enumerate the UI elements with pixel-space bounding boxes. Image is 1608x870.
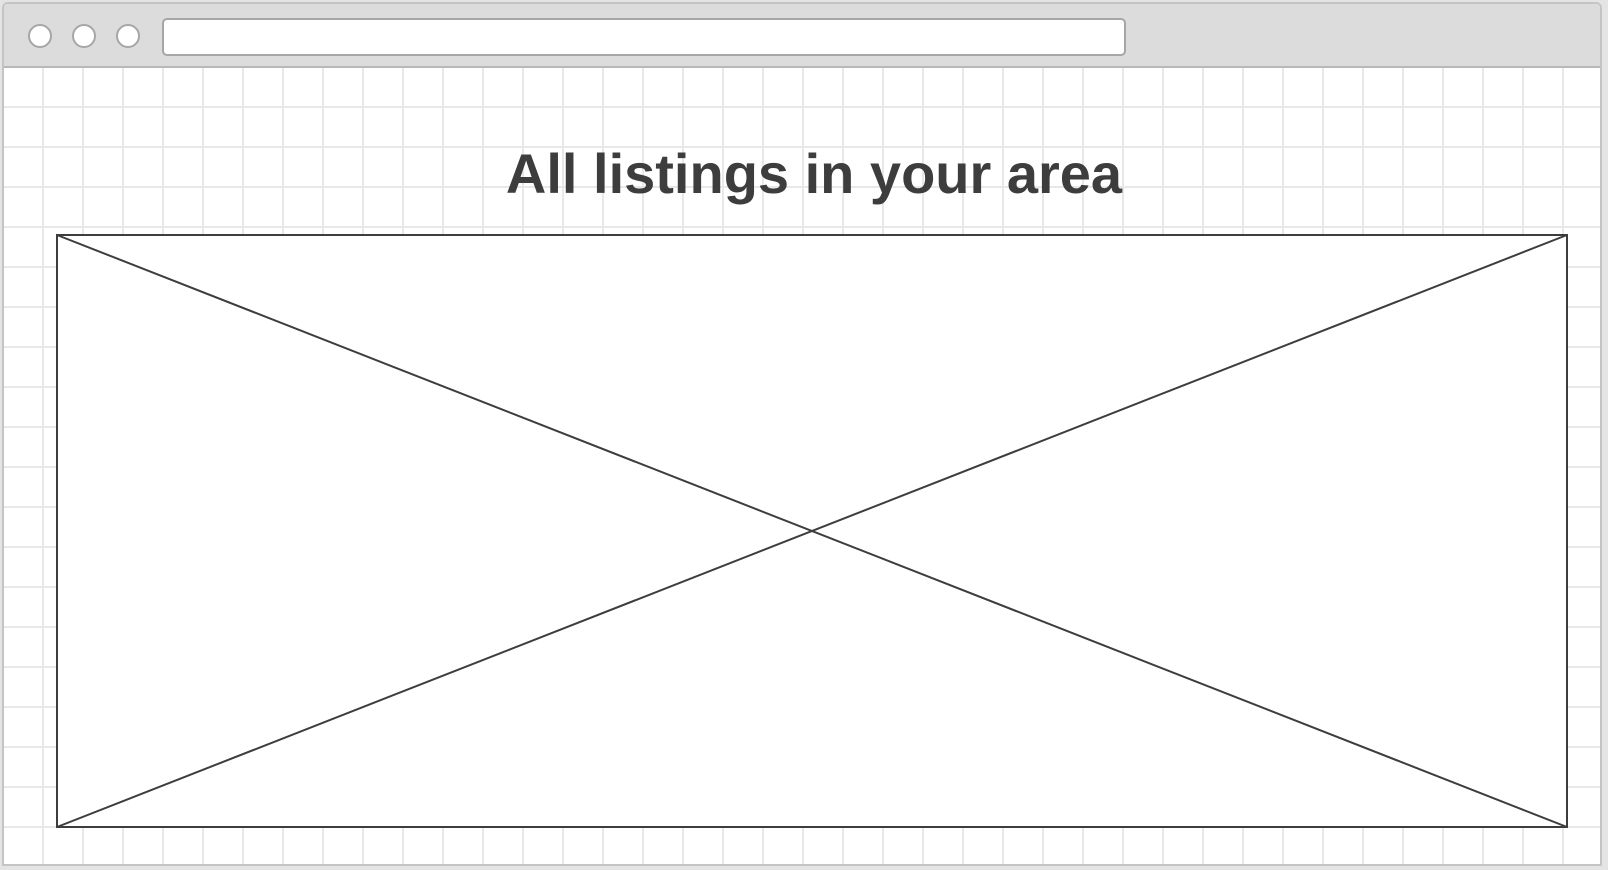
close-window-button[interactable]: [28, 24, 52, 48]
minimize-window-button[interactable]: [72, 24, 96, 48]
address-bar-input[interactable]: [162, 18, 1126, 56]
placeholder-diagonal-up: [56, 234, 1568, 828]
browser-toolbar: [4, 4, 1600, 68]
page-title: All listings in your area: [505, 142, 1123, 205]
maximize-window-button[interactable]: [116, 24, 140, 48]
page-content: All listings in your area: [4, 68, 1600, 864]
image-placeholder-icon: [56, 234, 1568, 828]
image-placeholder: [56, 234, 1568, 828]
